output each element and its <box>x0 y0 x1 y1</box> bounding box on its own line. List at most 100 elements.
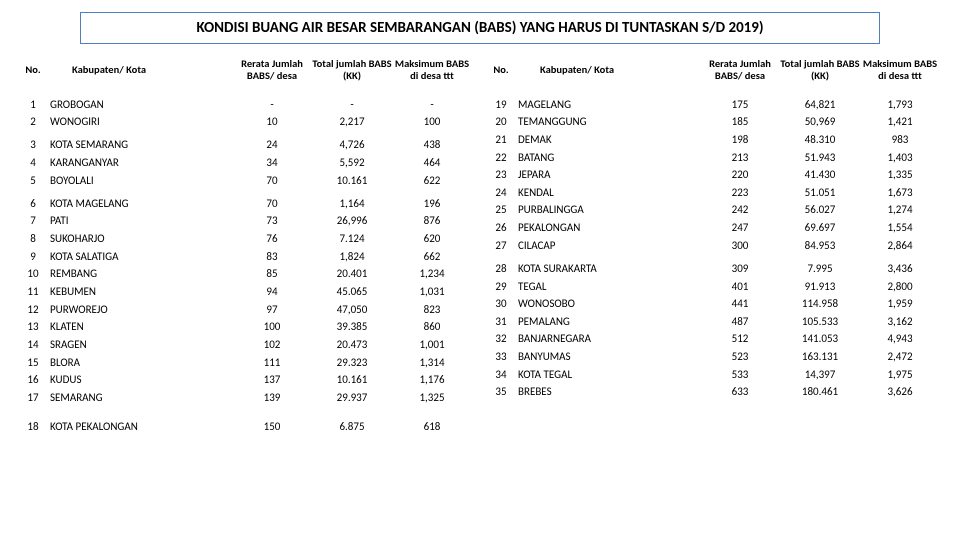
cell-total: 91.913 <box>780 278 860 296</box>
cell-total: 29.323 <box>312 354 392 372</box>
cell-no: 34 <box>488 366 514 384</box>
table-row: 21DEMAK19848.310983 <box>488 131 940 149</box>
table-row: 10REMBANG8520.4011,234 <box>20 266 472 284</box>
cell-total: 114.958 <box>780 296 860 314</box>
cell-total: 4,726 <box>312 131 392 154</box>
cell-no: 15 <box>20 354 46 372</box>
cell-total: 180.461 <box>780 384 860 402</box>
table-row: 13KLATEN10039.385860 <box>20 319 472 337</box>
cell-no: 30 <box>488 296 514 314</box>
cell-rerata: 220 <box>700 167 780 185</box>
table-row: 24KENDAL22351.0511,673 <box>488 184 940 202</box>
table-row: 31PEMALANG487105.5333,162 <box>488 313 940 331</box>
cell-no: 1 <box>20 96 46 114</box>
cell-rerata: 76 <box>232 231 312 249</box>
table-row: 5BOYOLALI7010.161622 <box>20 172 472 190</box>
cell-no: 23 <box>488 167 514 185</box>
cell-rerata: 441 <box>700 296 780 314</box>
cell-kab: KOTA TEGAL <box>514 366 700 384</box>
cell-maks: 1,975 <box>860 366 940 384</box>
cell-maks: 438 <box>392 131 472 154</box>
cell-total: 1,824 <box>312 248 392 266</box>
cell-rerata: 102 <box>232 336 312 354</box>
right-table: No. Kabupaten/ Kota Rerata Jumlah BABS/ … <box>488 58 940 402</box>
cell-no: 12 <box>20 301 46 319</box>
table-row: 7PATI7326,996876 <box>20 213 472 231</box>
cell-kab: BANYUMAS <box>514 349 700 367</box>
cell-no: 20 <box>488 114 514 132</box>
cell-kab: KUDUS <box>46 372 232 390</box>
table-columns: No. Kabupaten/ Kota Rerata Jumlah BABS/ … <box>20 58 940 436</box>
table-row: 29TEGAL40191.9132,800 <box>488 278 940 296</box>
cell-total: 50,969 <box>780 114 860 132</box>
cell-kab: PEKALONGAN <box>514 220 700 238</box>
cell-maks: 3,162 <box>860 313 940 331</box>
table-row: 32BANJARNEGARA512141.0534,943 <box>488 331 940 349</box>
cell-maks: 196 <box>392 190 472 213</box>
cell-no: 18 <box>20 407 46 436</box>
cell-no: 26 <box>488 220 514 238</box>
header-no: No. <box>488 58 514 96</box>
cell-maks: 3,626 <box>860 384 940 402</box>
cell-maks: 1,793 <box>860 96 940 114</box>
cell-kab: DEMAK <box>514 131 700 149</box>
cell-total: 45.065 <box>312 284 392 302</box>
cell-maks: 2,472 <box>860 349 940 367</box>
cell-kab: KARANGANYAR <box>46 155 232 173</box>
cell-maks: 1,421 <box>860 114 940 132</box>
cell-kab: WONOSOBO <box>514 296 700 314</box>
cell-maks: 1,314 <box>392 354 472 372</box>
cell-total: 29.937 <box>312 389 392 407</box>
table-row: 3KOTA SEMARANG244,726438 <box>20 131 472 154</box>
cell-rerata: 512 <box>700 331 780 349</box>
cell-total: 10.161 <box>312 172 392 190</box>
cell-rerata: 533 <box>700 366 780 384</box>
table-row: 26PEKALONGAN24769.6971,554 <box>488 220 940 238</box>
cell-maks: 4,943 <box>860 331 940 349</box>
cell-rerata: 175 <box>700 96 780 114</box>
cell-rerata: 85 <box>232 266 312 284</box>
table-row: 11KEBUMEN9445.0651,031 <box>20 284 472 302</box>
cell-maks: 1,274 <box>860 202 940 220</box>
cell-total: 105.533 <box>780 313 860 331</box>
table-row: 1GROBOGAN--- <box>20 96 472 114</box>
cell-kab: BREBES <box>514 384 700 402</box>
cell-maks: 662 <box>392 248 472 266</box>
table-row: 4KARANGANYAR345,592464 <box>20 155 472 173</box>
cell-no: 35 <box>488 384 514 402</box>
cell-maks: 100 <box>392 114 472 132</box>
cell-kab: BANJARNEGARA <box>514 331 700 349</box>
cell-kab: GROBOGAN <box>46 96 232 114</box>
page-title: KONDISI BUANG AIR BESAR SEMBARANGAN (BAB… <box>80 12 880 44</box>
cell-rerata: 185 <box>700 114 780 132</box>
cell-rerata: 300 <box>700 237 780 255</box>
table-row: 16KUDUS13710.1611,176 <box>20 372 472 390</box>
cell-maks: 1,031 <box>392 284 472 302</box>
cell-total: 64,821 <box>780 96 860 114</box>
cell-no: 28 <box>488 255 514 278</box>
cell-no: 33 <box>488 349 514 367</box>
cell-maks: 2,800 <box>860 278 940 296</box>
cell-no: 8 <box>20 231 46 249</box>
cell-maks: 823 <box>392 301 472 319</box>
header-rerata: Rerata Jumlah BABS/ desa <box>700 58 780 96</box>
cell-no: 11 <box>20 284 46 302</box>
cell-total: 7.995 <box>780 255 860 278</box>
cell-no: 29 <box>488 278 514 296</box>
cell-kab: KOTA SURAKARTA <box>514 255 700 278</box>
cell-maks: 622 <box>392 172 472 190</box>
cell-no: 7 <box>20 213 46 231</box>
cell-maks: 3,436 <box>860 255 940 278</box>
cell-total: 163.131 <box>780 349 860 367</box>
cell-no: 13 <box>20 319 46 337</box>
cell-kab: PURBALINGGA <box>514 202 700 220</box>
cell-total: 56.027 <box>780 202 860 220</box>
cell-rerata: 242 <box>700 202 780 220</box>
cell-rerata: 100 <box>232 319 312 337</box>
table-row: 23JEPARA22041.4301,335 <box>488 167 940 185</box>
table-row: 17SEMARANG13929.9371,325 <box>20 389 472 407</box>
cell-total: 20.401 <box>312 266 392 284</box>
cell-maks: 860 <box>392 319 472 337</box>
cell-rerata: 83 <box>232 248 312 266</box>
cell-maks: 1,959 <box>860 296 940 314</box>
